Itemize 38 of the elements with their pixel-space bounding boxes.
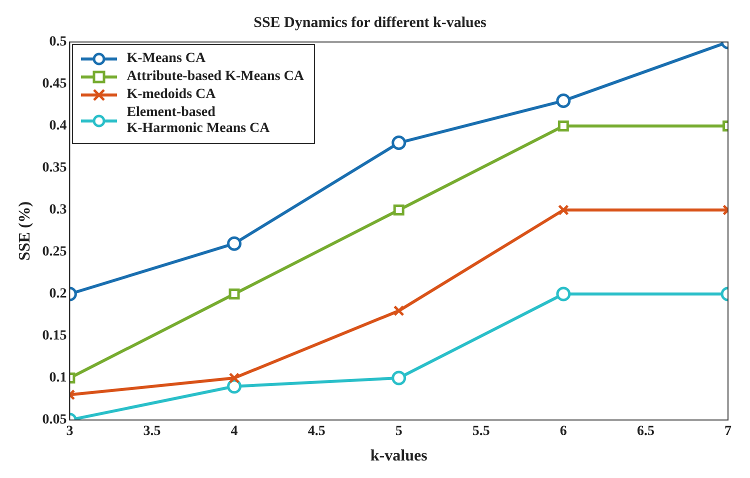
x-tick-label: 3	[66, 424, 74, 440]
y-tick-label: 0.05	[42, 412, 67, 428]
point	[556, 94, 571, 108]
y-tick-label: 0.5	[49, 34, 67, 50]
point	[392, 136, 406, 150]
legend-label: Attribute-based K-Means CA	[126, 69, 304, 85]
point	[556, 286, 571, 302]
x-tick-label: 3.5	[143, 424, 161, 440]
x-tick-label: 5	[395, 424, 402, 440]
y-tick-label: 0.15	[42, 328, 67, 344]
chart-title: SSE Dynamics for different k-values	[254, 14, 487, 31]
y-axis-title: SSE (%)	[16, 201, 34, 261]
x-tick-label: 7	[724, 424, 732, 440]
x-tick-label: 4.5	[308, 424, 326, 440]
y-tick-label: 0.4	[49, 118, 67, 134]
x-tick-label: 6.5	[636, 424, 654, 440]
y-tick-label: 0.1	[49, 370, 67, 386]
x-tick-label: 4	[230, 424, 238, 440]
legend-label: K-Means CA	[126, 51, 206, 67]
point	[393, 305, 404, 316]
point	[393, 204, 404, 216]
x-tick-label: 5.5	[472, 424, 490, 440]
legend-label: K-medoids CA	[126, 87, 216, 103]
point	[558, 204, 569, 216]
point	[228, 288, 240, 300]
y-tick-label: 0.35	[42, 160, 67, 176]
x-axis-title: k-values	[370, 448, 428, 465]
y-tick-label: 0.45	[42, 76, 67, 92]
point	[227, 379, 242, 394]
point	[227, 236, 242, 251]
point	[392, 370, 406, 386]
legend-label: Element-based K-Harmonic Means CA	[126, 105, 270, 137]
point	[228, 372, 240, 384]
x-tick-label: 6	[560, 424, 567, 440]
point	[558, 120, 569, 132]
y-tick-label: 0.2	[49, 286, 67, 302]
y-tick-label: 0.25	[42, 244, 67, 260]
y-tick-label: 0.3	[49, 202, 67, 218]
